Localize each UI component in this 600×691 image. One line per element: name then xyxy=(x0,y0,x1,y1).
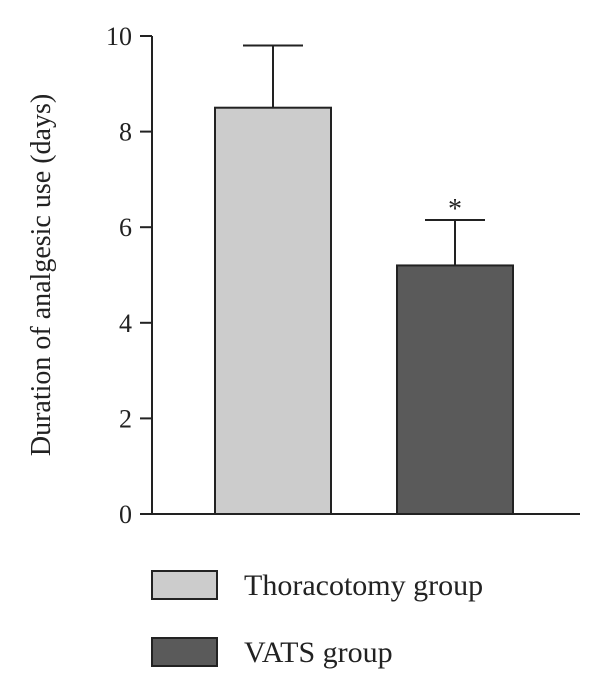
bar-0 xyxy=(214,106,332,515)
y-tick-label: 2 xyxy=(119,404,132,433)
bars: * xyxy=(214,44,514,515)
significance-mark: * xyxy=(448,194,462,225)
y-tick-label: 0 xyxy=(119,500,132,529)
y-tick-label: 8 xyxy=(119,118,132,147)
legend-swatch-0 xyxy=(151,570,218,600)
legend: Thoracotomy group VATS group xyxy=(151,569,483,669)
y-axis-title: Duration of analgesic use (days) xyxy=(26,94,57,456)
y-tick-label: 10 xyxy=(106,22,132,51)
legend-swatch-1 xyxy=(151,637,218,667)
legend-label-1: VATS group xyxy=(244,636,393,669)
legend-label-0: Thoracotomy group xyxy=(244,569,483,602)
bar-1 xyxy=(396,264,514,515)
y-tick-label: 4 xyxy=(119,309,132,338)
y-tick-label: 6 xyxy=(119,213,132,242)
